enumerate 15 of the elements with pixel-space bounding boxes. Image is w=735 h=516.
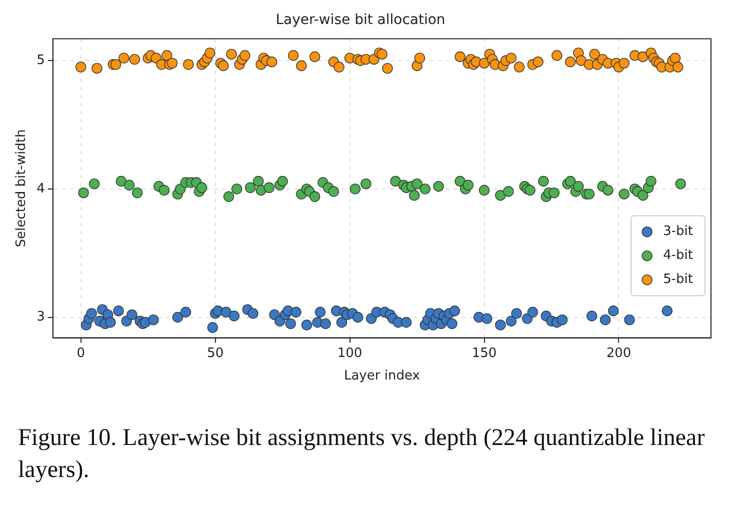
y-tick-label: 4 bbox=[36, 181, 45, 196]
x-tick-label: 200 bbox=[606, 346, 632, 361]
x-axis-title: Layer index bbox=[344, 368, 420, 384]
x-tick-label: 150 bbox=[472, 346, 497, 361]
y-tick-label: 3 bbox=[36, 310, 45, 325]
legend-label: 3-bit bbox=[663, 224, 694, 240]
y-axis-title: Selected bit-width bbox=[14, 129, 30, 248]
legend-label: 5-bit bbox=[663, 272, 694, 288]
x-tick-label: 100 bbox=[337, 346, 362, 361]
x-tick-label: 0 bbox=[76, 346, 85, 361]
chart-title: Layer-wise bit allocation bbox=[276, 12, 446, 28]
y-tick-label: 5 bbox=[36, 52, 45, 68]
caption: Figure 10. Layer-wise bit assignments vs. depth (224 quantizable linear layers). bbox=[17, 424, 706, 485]
legend-label: 4-bit bbox=[663, 248, 694, 264]
x-tick-label: 50 bbox=[207, 346, 224, 361]
